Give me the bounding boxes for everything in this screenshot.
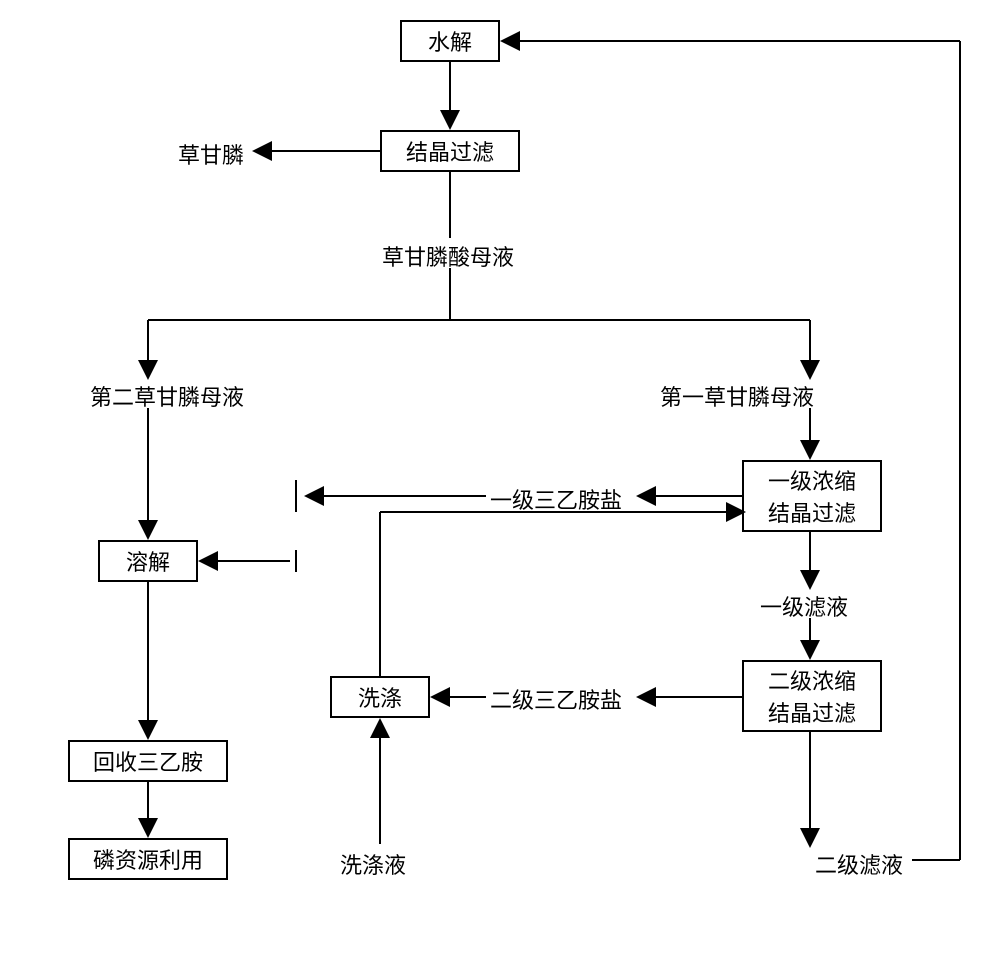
second-ml-label: 第二草甘膦母液 (90, 380, 244, 412)
first-ml-label: 第一草甘膦母液 (660, 380, 814, 412)
dissolve-box: 溶解 (98, 540, 198, 582)
wash-box: 洗涤 (330, 676, 430, 718)
wash-liquid-label: 洗涤液 (340, 848, 406, 880)
recover-tri-text: 回收三乙胺 (93, 745, 203, 777)
first-concentrate-text: 一级浓缩 结晶过滤 (768, 464, 856, 528)
first-filtrate-label: 一级滤液 (760, 590, 848, 622)
second-concentrate-box: 二级浓缩 结晶过滤 (742, 660, 882, 732)
wash-text: 洗涤 (358, 681, 402, 713)
first-concentrate-box: 一级浓缩 结晶过滤 (742, 460, 882, 532)
recover-tri-box: 回收三乙胺 (68, 740, 228, 782)
crystall-filter-text: 结晶过滤 (406, 135, 494, 167)
dissolve-text: 溶解 (126, 545, 170, 577)
hydrolysis-box: 水解 (400, 20, 500, 62)
hydrolysis-text: 水解 (428, 25, 472, 57)
crystall-filter-box: 结晶过滤 (380, 130, 520, 172)
phosphorus-box: 磷资源利用 (68, 838, 228, 880)
first-tri-salt-label: 一级三乙胺盐 (490, 483, 622, 515)
second-tri-salt-label: 二级三乙胺盐 (490, 683, 622, 715)
mother-liquor-label: 草甘膦酸母液 (382, 240, 514, 272)
glyphosate-label: 草甘膦 (178, 138, 244, 170)
phosphorus-text: 磷资源利用 (93, 843, 203, 875)
second-filtrate-label: 二级滤液 (815, 848, 903, 880)
second-concentrate-text: 二级浓缩 结晶过滤 (768, 664, 856, 728)
